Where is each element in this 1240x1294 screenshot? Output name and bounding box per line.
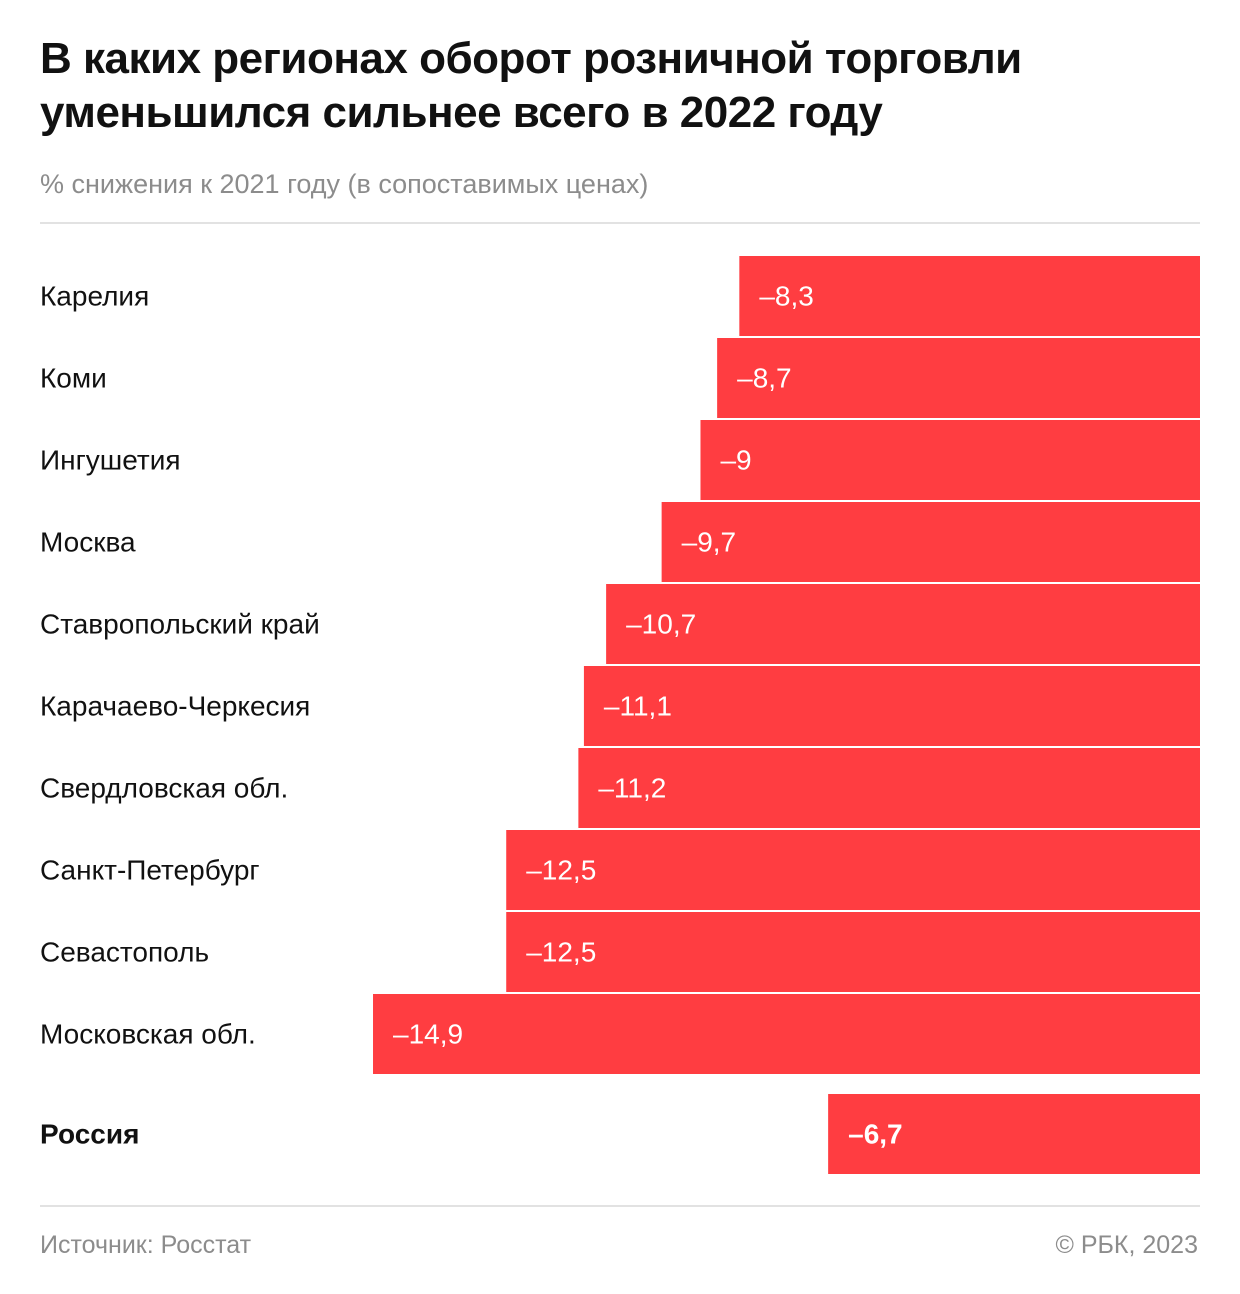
category-label-1: Коми: [40, 363, 107, 394]
category-label-7: Санкт-Петербург: [40, 855, 260, 886]
category-label-6: Свердловская обл.: [40, 773, 288, 804]
value-label-1: –8,7: [737, 363, 792, 394]
value-label-0: –8,3: [759, 281, 814, 312]
category-label-total: Россия: [40, 1119, 139, 1150]
copyright-note: © РБК, 2023: [1055, 1231, 1198, 1259]
category-label-8: Севастополь: [40, 937, 209, 968]
bar-7: [506, 830, 1200, 910]
source-note: Источник: Росстат: [40, 1231, 252, 1259]
value-label-2: –9: [720, 445, 751, 476]
bar-0: [739, 256, 1200, 336]
chart-subtitle: % снижения к 2021 году (в сопоставимых ц…: [40, 169, 649, 199]
category-label-0: Карелия: [40, 281, 149, 312]
chart-title: В каких регионах оборот розничной торгов…: [40, 34, 1022, 137]
bar-5: [583, 666, 1200, 746]
value-label-9: –14,9: [393, 1019, 463, 1050]
bar-9: [373, 994, 1200, 1074]
bar-4: [606, 584, 1200, 664]
value-label-3: –9,7: [682, 527, 737, 558]
category-label-5: Карачаево-Черкесия: [40, 691, 310, 722]
value-label-4: –10,7: [626, 609, 696, 640]
bottom-divider: [40, 1205, 1200, 1207]
category-label-4: Ставропольский край: [40, 609, 320, 640]
category-label-9: Московская обл.: [40, 1019, 256, 1050]
value-label-7: –12,5: [526, 855, 596, 886]
category-label-2: Ингушетия: [40, 445, 181, 476]
value-label-8: –12,5: [526, 937, 596, 968]
top-divider: [40, 222, 1200, 224]
category-label-3: Москва: [40, 527, 136, 558]
bar-6: [578, 748, 1200, 828]
value-label-total: –6,7: [848, 1119, 903, 1150]
value-label-5: –11,1: [604, 691, 672, 722]
bar-total: [828, 1094, 1200, 1174]
bar-3: [661, 502, 1200, 582]
value-label-6: –11,2: [598, 773, 666, 804]
bar-1: [717, 338, 1200, 418]
bar-2: [700, 420, 1200, 500]
bar-8: [506, 912, 1200, 992]
